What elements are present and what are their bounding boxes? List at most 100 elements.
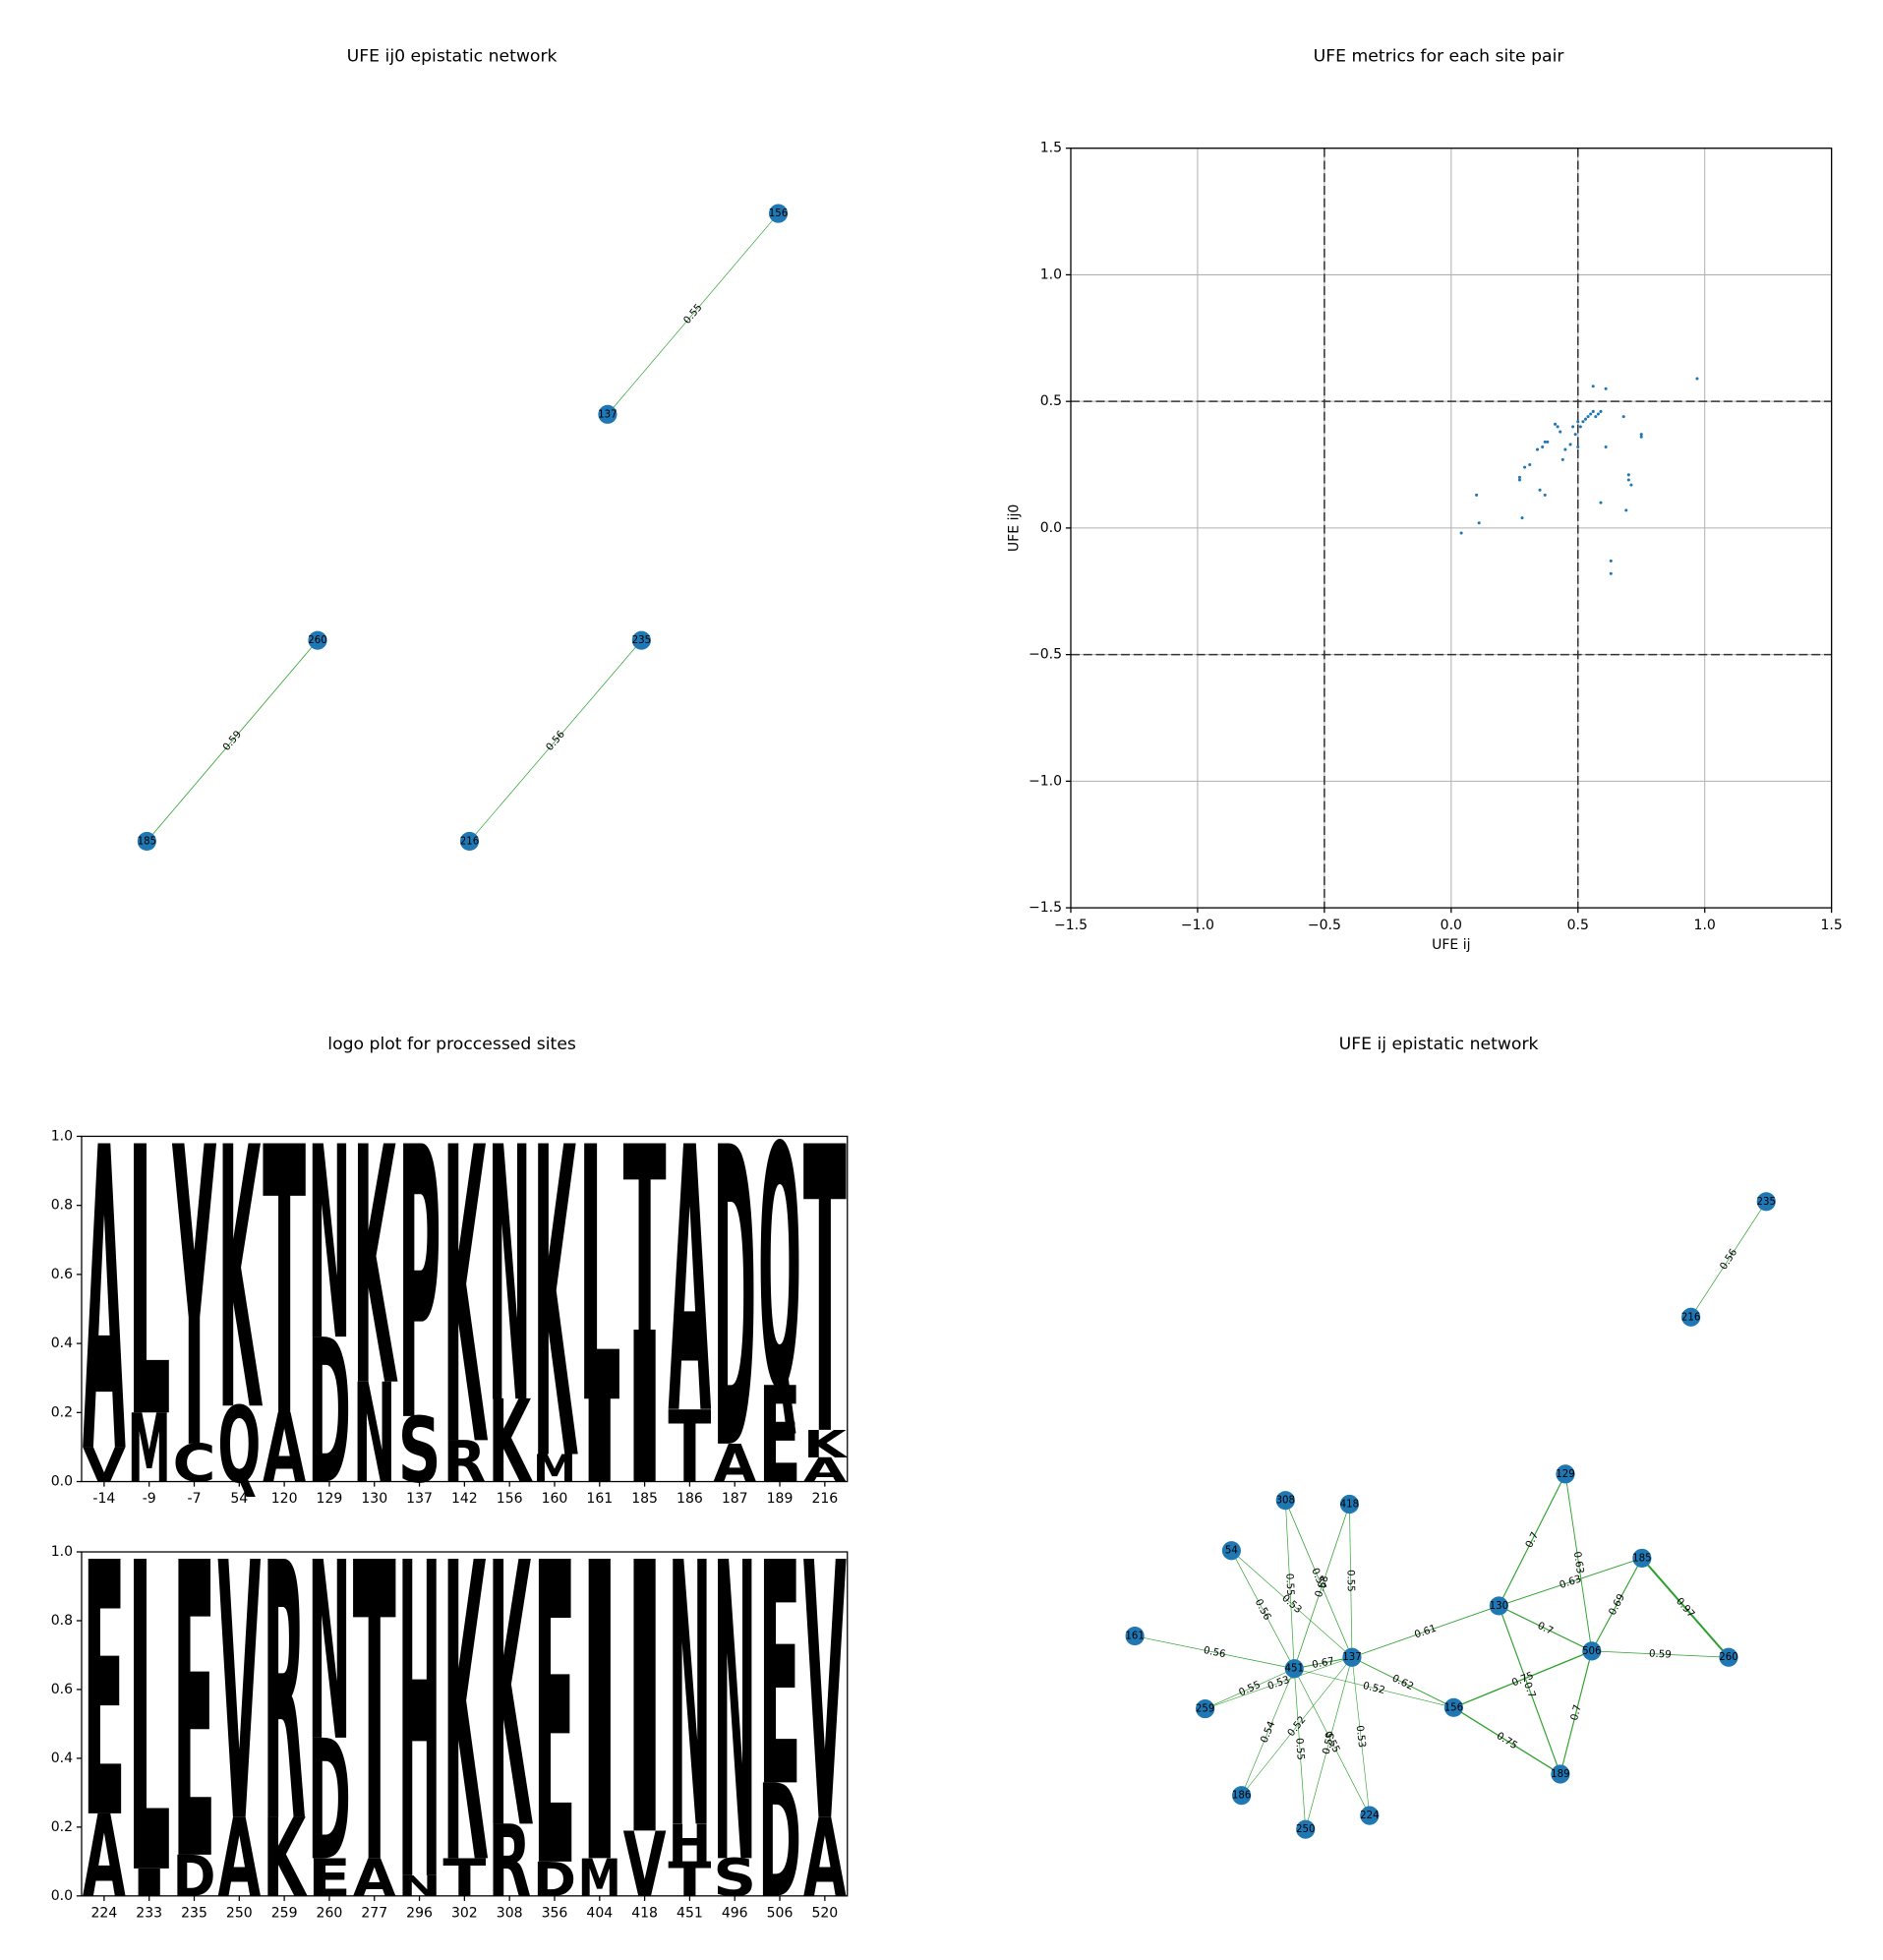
logo-letter: E — [533, 1475, 576, 1959]
node — [1339, 1494, 1359, 1515]
node — [1221, 1541, 1241, 1561]
point — [1546, 440, 1550, 444]
x-tick-label: 302 — [451, 1906, 478, 1922]
edge-label: 0.54 — [1259, 1720, 1277, 1745]
node-label: 161 — [1125, 1632, 1144, 1642]
node — [1719, 1647, 1738, 1667]
chart-title: UFE metrics for each site pair — [1314, 47, 1565, 67]
logo-letter: L — [578, 1073, 621, 1481]
edge — [1294, 1656, 1353, 1670]
logo-letter: D — [713, 1062, 756, 1542]
node-label: 186 — [1232, 1791, 1251, 1802]
point — [1517, 475, 1521, 479]
plot-frame — [81, 1135, 849, 1483]
edge — [1564, 1473, 1593, 1651]
point — [1599, 409, 1603, 413]
edge-label: 0.59 — [1649, 1649, 1672, 1661]
edge-label: 0.55 — [1345, 1570, 1356, 1592]
logo-letter: T — [263, 1071, 306, 1501]
x-tick-label: 120 — [271, 1491, 298, 1507]
y-tick-label: 0.0 — [51, 1474, 73, 1490]
edge — [1241, 1668, 1295, 1796]
point — [1571, 425, 1575, 429]
x-tick-label: 260 — [317, 1906, 343, 1922]
y-tick-label: 0.5 — [1040, 393, 1062, 409]
x-tick-label: 142 — [451, 1491, 478, 1507]
x-tick-label: 496 — [722, 1906, 748, 1922]
node — [631, 630, 651, 650]
chart-title: UFE ij epistatic network — [1339, 1035, 1539, 1054]
node-label: 260 — [1719, 1652, 1737, 1663]
edge-label: 0.63 — [1559, 1574, 1583, 1591]
y-tick-label: 0.6 — [51, 1682, 73, 1697]
x-tick-label: 296 — [406, 1906, 433, 1922]
x-tick-label: 235 — [181, 1906, 207, 1922]
edge-label: 0.53 — [1266, 1675, 1291, 1693]
logo-letter: T — [803, 1066, 847, 1523]
logo-letter: K — [263, 1795, 308, 1922]
point — [1573, 433, 1577, 437]
edge — [1351, 1605, 1500, 1658]
chart-title: UFE ij0 epistatic network — [347, 47, 558, 67]
edge — [1351, 1656, 1454, 1708]
node — [308, 630, 327, 650]
node-label: 260 — [308, 635, 326, 646]
x-tick-label: -7 — [188, 1491, 202, 1507]
x-tick-label: 1.0 — [1694, 918, 1716, 933]
edge-label: 0.56 — [545, 729, 567, 752]
edge-label: 0.7 — [1521, 1681, 1537, 1699]
point — [1538, 488, 1542, 492]
point — [1528, 463, 1532, 467]
node-label: 189 — [1551, 1769, 1569, 1780]
point — [1475, 493, 1479, 497]
logo-letter: L — [128, 1475, 171, 1960]
logo-letter: N — [668, 1488, 711, 1911]
edge — [1453, 1706, 1561, 1775]
x-tick-label: 185 — [631, 1491, 658, 1507]
x-tick-label: 129 — [317, 1491, 343, 1507]
edge-labels: 0.55 0.59 0.56 — [221, 302, 705, 753]
y-tick-label: 1.0 — [51, 1544, 73, 1560]
logo-letter: E — [173, 1480, 216, 1952]
point — [1591, 409, 1595, 413]
node-label: 418 — [1340, 1500, 1359, 1511]
logo-letter: I — [623, 1485, 667, 1919]
node — [1360, 1806, 1380, 1825]
point — [1583, 417, 1588, 421]
node-label: 308 — [1276, 1496, 1295, 1507]
logo-letter: E — [83, 1489, 126, 1896]
logo-letter: T — [668, 1391, 711, 1506]
node-label: 129 — [1556, 1469, 1574, 1480]
point — [1621, 415, 1625, 419]
edge-label: 0.62 — [1390, 1673, 1415, 1693]
node-label: 235 — [632, 635, 651, 646]
edge — [1294, 1668, 1454, 1708]
x-tick-label: 160 — [542, 1491, 568, 1507]
plot-frame — [1070, 148, 1833, 909]
point — [1639, 435, 1643, 439]
edge — [1498, 1473, 1566, 1607]
node-label: 137 — [598, 409, 617, 420]
edge-label: 0.52 — [1362, 1681, 1386, 1696]
point — [1639, 433, 1643, 437]
logo-letter: D — [758, 1752, 801, 1933]
x-tick-label: 54 — [230, 1491, 248, 1507]
x-tick-label: 161 — [586, 1491, 613, 1507]
edge-label: 0.53 — [1354, 1725, 1367, 1749]
edge — [1293, 1504, 1350, 1669]
logo-letter: I — [578, 1478, 621, 1957]
node-label: 224 — [1360, 1811, 1379, 1821]
node — [1582, 1641, 1602, 1661]
logo-letter: A — [83, 1791, 126, 1924]
edge-label: 0.61 — [1413, 1624, 1438, 1641]
edge-label: 0.75 — [1495, 1731, 1519, 1752]
node-label: 259 — [1196, 1704, 1214, 1715]
y-tick-label: 0.4 — [51, 1336, 73, 1351]
x-tick-label: 137 — [406, 1491, 433, 1507]
logo-letter: I — [578, 1376, 621, 1509]
edge — [1690, 1201, 1767, 1318]
edge — [1293, 1668, 1307, 1830]
edge — [1559, 1650, 1593, 1775]
node — [598, 404, 618, 424]
